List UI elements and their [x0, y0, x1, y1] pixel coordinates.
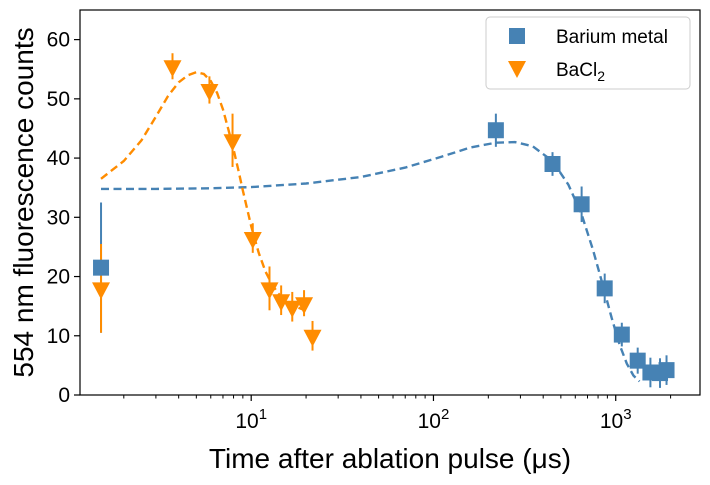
plot-frame — [79, 9, 701, 396]
legend-marker-barium-metal — [509, 28, 525, 44]
barium-metal-data-point — [613, 326, 630, 343]
legend-label-barium-metal: Barium metal — [556, 27, 668, 48]
barium-metal-fit-line — [101, 140, 641, 383]
barium-metal-data-point — [93, 259, 110, 276]
barium-metal-data-point — [544, 156, 561, 172]
bacl2-data-point — [283, 300, 302, 318]
y-tick-label: 60 — [47, 29, 70, 52]
legend-label-bacl2: BaCl2 — [556, 60, 605, 84]
bacl2-data-point — [243, 232, 262, 250]
y-axis-ticks: 0 10 20 30 40 50 60 — [47, 29, 80, 407]
y-tick-label: 0 — [58, 384, 70, 407]
y-tick-label: 20 — [47, 266, 70, 289]
bacl2-data-point — [295, 297, 314, 315]
y-axis-title: 554 nm fluorescence counts — [8, 27, 39, 377]
data-markers — [92, 60, 675, 382]
bacl2-data-point — [223, 134, 242, 152]
fit-curves — [100, 70, 641, 383]
bacl2-data-point — [163, 60, 182, 78]
y-tick-label: 40 — [47, 147, 70, 170]
legend-marker-bacl2 — [508, 61, 526, 78]
barium-metal-data-point — [487, 122, 504, 139]
bacl2-fit-line — [100, 70, 311, 313]
bacl2-data-point — [200, 83, 219, 101]
x-axis-ticks: 101 102 103 — [123, 395, 672, 433]
bacl2-data-point — [272, 294, 291, 312]
bacl2-data-point — [92, 282, 111, 300]
x-tick-label: 102 — [418, 406, 450, 433]
bacl2-data-point — [260, 282, 279, 300]
y-tick-label: 50 — [47, 88, 70, 111]
legend: Barium metal BaCl2 — [485, 16, 691, 90]
bacl2-data-point — [303, 329, 322, 347]
barium-metal-data-point — [629, 352, 646, 369]
error-bars — [100, 53, 668, 388]
barium-metal-data-point — [573, 196, 590, 213]
barium-metal-data-point — [596, 280, 613, 297]
y-tick-label: 10 — [47, 325, 70, 348]
x-axis-title: Time after ablation pulse (μs) — [209, 443, 571, 474]
legend-box — [485, 16, 691, 90]
barium-metal-data-point — [658, 362, 675, 379]
x-tick-label: 103 — [600, 406, 632, 433]
y-tick-label: 30 — [47, 206, 70, 229]
x-tick-label: 101 — [235, 406, 267, 433]
